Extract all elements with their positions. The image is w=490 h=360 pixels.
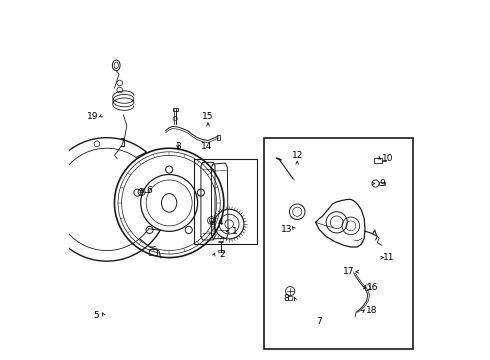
Text: 12: 12 bbox=[292, 151, 303, 160]
Text: 17: 17 bbox=[343, 267, 355, 276]
Bar bbox=[289, 296, 292, 300]
Text: 19: 19 bbox=[87, 112, 98, 121]
Bar bbox=[194, 159, 257, 243]
Text: 16: 16 bbox=[367, 283, 378, 292]
Bar bbox=[217, 135, 220, 140]
Text: 5: 5 bbox=[93, 311, 99, 320]
Bar bbox=[354, 312, 362, 317]
Bar bbox=[354, 316, 361, 319]
Bar bbox=[374, 158, 382, 163]
Text: 9: 9 bbox=[379, 179, 385, 188]
Text: 4: 4 bbox=[218, 218, 223, 227]
Text: 14: 14 bbox=[200, 142, 212, 151]
Text: 6: 6 bbox=[147, 186, 152, 195]
Text: 7: 7 bbox=[316, 317, 322, 325]
Text: 18: 18 bbox=[366, 306, 377, 315]
Text: 13: 13 bbox=[281, 225, 293, 234]
Bar bbox=[265, 138, 413, 349]
Bar bbox=[173, 108, 177, 111]
Text: 15: 15 bbox=[202, 112, 214, 121]
Text: 11: 11 bbox=[383, 253, 394, 262]
Bar bbox=[218, 249, 224, 252]
Bar bbox=[149, 249, 156, 255]
Text: 10: 10 bbox=[382, 154, 393, 163]
Text: 2: 2 bbox=[219, 249, 225, 258]
Bar bbox=[379, 182, 386, 185]
Text: 3: 3 bbox=[175, 142, 181, 151]
Text: 1: 1 bbox=[232, 227, 237, 236]
Bar bbox=[350, 268, 357, 273]
Text: 8: 8 bbox=[284, 294, 290, 303]
